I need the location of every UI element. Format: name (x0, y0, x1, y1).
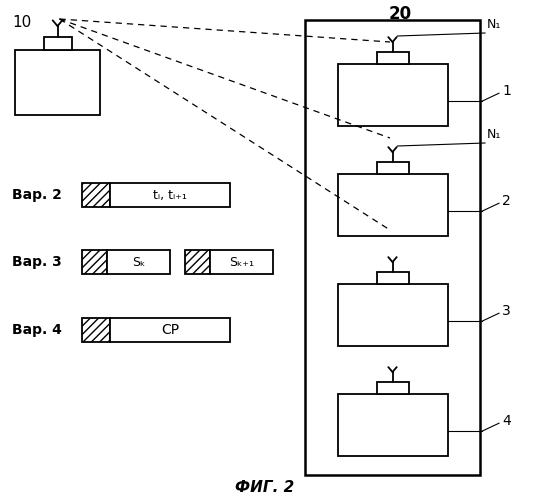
Bar (376, 272, 409, 284)
Text: 3: 3 (502, 304, 511, 318)
Bar (337, 284, 447, 346)
Bar (376, 382, 409, 394)
Bar (185, 250, 210, 274)
Text: 2: 2 (502, 194, 511, 208)
Text: N₁: N₁ (487, 18, 501, 31)
Text: Вар. 3: Вар. 3 (12, 255, 62, 269)
Text: N₁: N₁ (487, 128, 501, 141)
Text: Вар. 2: Вар. 2 (12, 188, 62, 202)
Text: 20: 20 (388, 5, 412, 23)
Bar (82, 183, 110, 207)
Bar (305, 20, 480, 475)
Text: 1: 1 (502, 84, 511, 98)
Bar (82, 318, 110, 342)
Bar (376, 162, 409, 174)
Bar (110, 318, 230, 342)
Bar (337, 174, 447, 236)
Text: ФИГ. 2: ФИГ. 2 (235, 480, 295, 495)
Text: CP: CP (161, 323, 179, 337)
Text: 4: 4 (502, 414, 511, 428)
Bar (376, 52, 409, 64)
Text: 10: 10 (12, 15, 32, 30)
Bar (82, 250, 107, 274)
Bar (337, 64, 447, 126)
Bar (43, 37, 72, 50)
Text: Вар. 4: Вар. 4 (12, 323, 62, 337)
Bar (337, 394, 447, 456)
Text: Sₖ: Sₖ (132, 256, 145, 268)
Bar (107, 250, 170, 274)
Text: tᵢ, tᵢ₊₁: tᵢ, tᵢ₊₁ (153, 188, 187, 202)
Bar (110, 183, 230, 207)
Text: Sₖ₊₁: Sₖ₊₁ (229, 256, 254, 268)
Bar (15, 50, 100, 115)
Bar (210, 250, 273, 274)
